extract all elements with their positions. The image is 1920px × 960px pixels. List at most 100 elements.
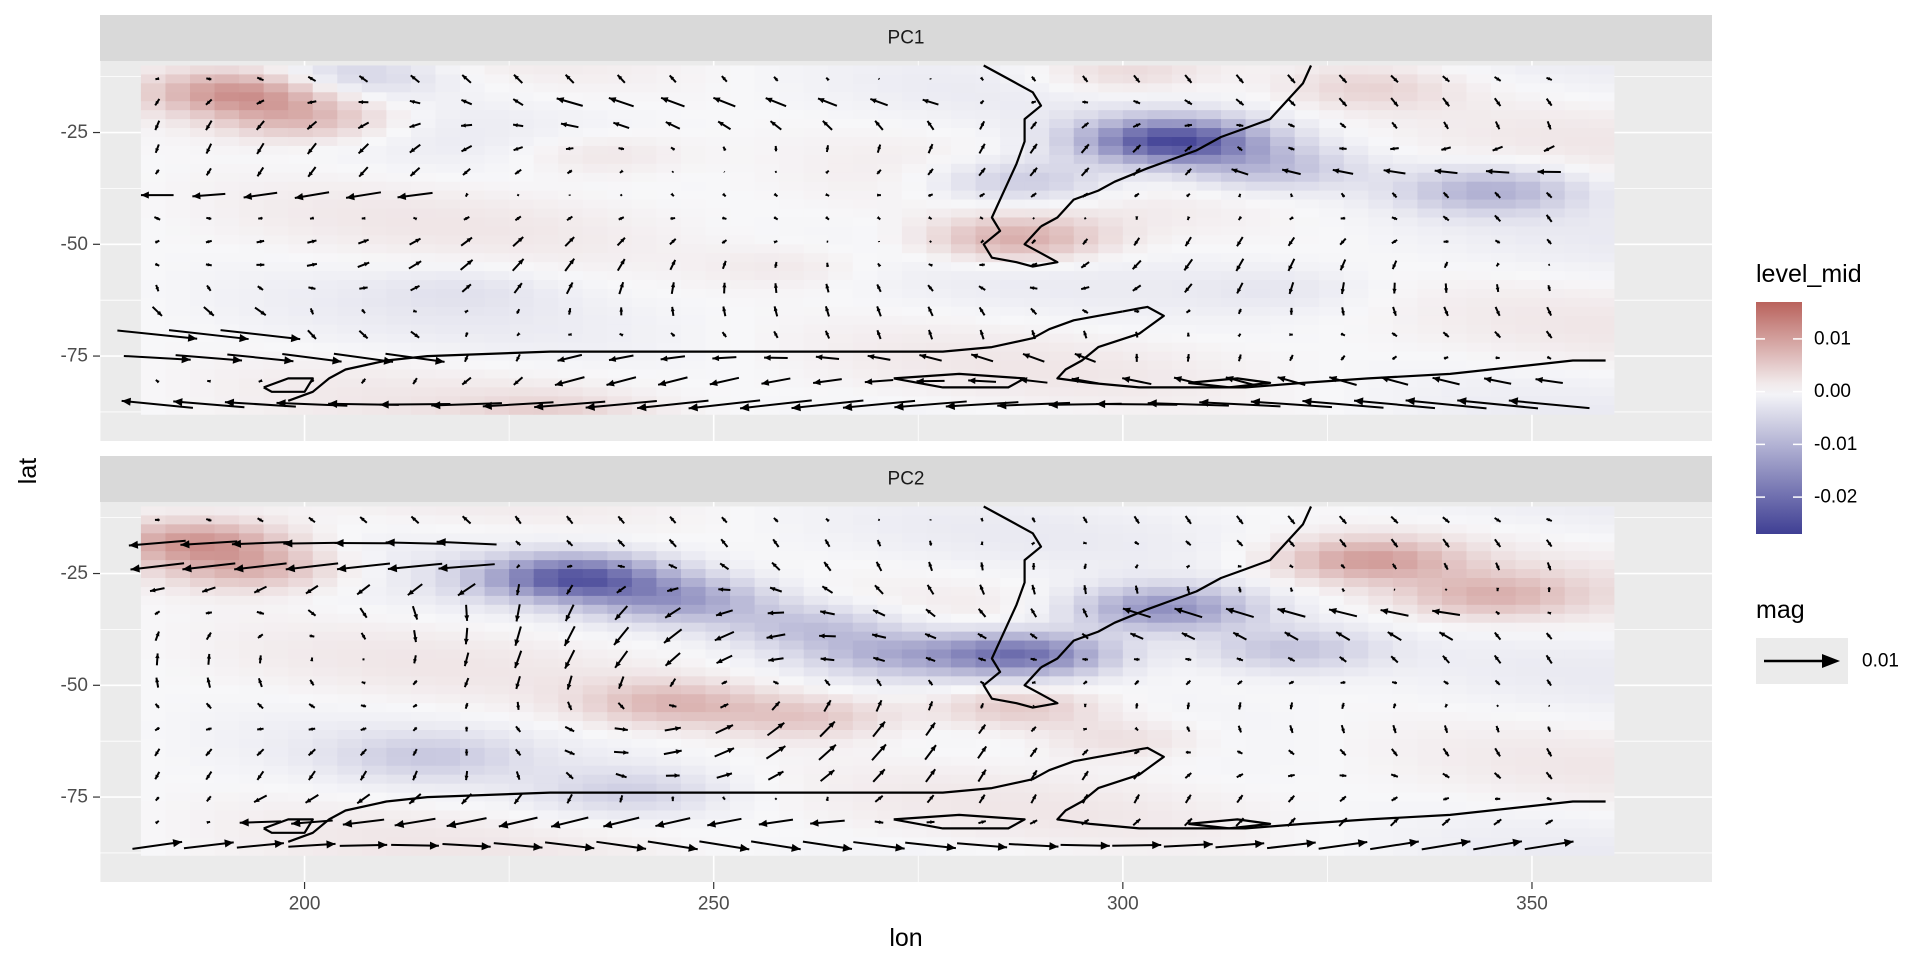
- anomaly-cell: [435, 289, 461, 299]
- anomaly-cell: [1073, 289, 1099, 299]
- anomaly-cell: [1122, 360, 1148, 371]
- anomaly-cell: [361, 810, 387, 821]
- anomaly-cell: [656, 324, 682, 335]
- anomaly-cell: [460, 208, 486, 219]
- anomaly-cell: [312, 542, 338, 552]
- anomaly-cell: [754, 542, 780, 552]
- anomaly-cell: [1196, 721, 1222, 731]
- anomaly-cell: [460, 783, 486, 794]
- wind-arrow-head: [284, 356, 294, 365]
- anomaly-cell: [1171, 506, 1198, 517]
- anomaly-cell: [680, 765, 707, 776]
- anomaly-cell: [951, 110, 977, 120]
- anomaly-cell: [214, 631, 240, 642]
- anomaly-cell: [1098, 253, 1124, 263]
- anomaly-cell: [288, 703, 314, 713]
- anomaly-cell: [558, 730, 584, 740]
- anomaly-cell: [558, 378, 584, 388]
- anomaly-cell: [1098, 208, 1124, 219]
- anomaly-cell: [337, 119, 363, 129]
- anomaly-cell: [1049, 658, 1075, 669]
- anomaly-cell: [337, 324, 363, 335]
- anomaly-cell: [901, 235, 928, 245]
- anomaly-cell: [754, 712, 780, 722]
- anomaly-cell: [1392, 235, 1419, 245]
- wind-arrow-head: [1290, 78, 1295, 83]
- anomaly-cell: [1540, 110, 1566, 120]
- anomaly-cell: [975, 190, 1001, 201]
- anomaly-cell: [1147, 846, 1173, 856]
- anomaly-cell: [435, 712, 461, 722]
- anomaly-cell: [926, 289, 952, 299]
- anomaly-cell: [975, 351, 1001, 362]
- anomaly-cell: [386, 560, 412, 570]
- anomaly-cell: [779, 819, 805, 829]
- anomaly-cell: [1589, 65, 1615, 76]
- anomaly-cell: [1073, 253, 1099, 263]
- anomaly-cell: [1000, 738, 1026, 749]
- anomaly-cell: [1319, 387, 1345, 397]
- anomaly-cell: [263, 297, 289, 308]
- anomaly-cell: [680, 622, 707, 633]
- anomaly-cell: [1098, 694, 1124, 704]
- anomaly-cell: [165, 154, 191, 165]
- anomaly-cell: [509, 110, 535, 120]
- wind-arrow-head: [722, 260, 727, 266]
- anomaly-cell: [779, 396, 805, 406]
- anomaly-cell: [410, 712, 437, 722]
- wind-arrow-head: [461, 123, 466, 128]
- anomaly-cell: [1270, 110, 1296, 120]
- anomaly-cell: [1319, 65, 1345, 76]
- anomaly-cell: [877, 226, 903, 236]
- anomaly-cell: [1171, 280, 1198, 290]
- anomaly-cell: [1368, 405, 1394, 415]
- anomaly-cell: [705, 730, 731, 740]
- anomaly-cell: [435, 199, 461, 210]
- wind-arrow-head: [1494, 215, 1500, 220]
- panel-pc2-anomaly-field: [140, 506, 1615, 856]
- anomaly-cell: [1294, 235, 1320, 245]
- anomaly-cell: [1491, 172, 1517, 183]
- anomaly-cell: [1024, 101, 1050, 111]
- anomaly-cell: [1098, 721, 1124, 731]
- anomaly-cell: [926, 756, 952, 767]
- wind-arrow-head: [670, 306, 675, 312]
- anomaly-cell: [1270, 65, 1296, 76]
- wind-arrow-head: [1238, 216, 1243, 220]
- anomaly-cell: [1319, 208, 1345, 219]
- anomaly-cell: [509, 226, 535, 236]
- wind-arrow-head: [1134, 353, 1139, 359]
- anomaly-cell: [1368, 101, 1394, 111]
- anomaly-cell: [1049, 783, 1075, 794]
- anomaly-cell: [1441, 74, 1468, 84]
- anomaly-cell: [730, 721, 756, 731]
- wind-arrow-head: [585, 402, 595, 411]
- anomaly-cell: [1564, 405, 1590, 415]
- wind-arrow-head: [409, 100, 415, 104]
- anomaly-cell: [190, 306, 216, 317]
- wind-arrow: [791, 399, 864, 410]
- anomaly-cell: [386, 217, 412, 228]
- anomaly-cell: [1024, 604, 1050, 615]
- anomaly-cell: [1171, 712, 1198, 722]
- anomaly-cell: [926, 92, 952, 102]
- anomaly-cell: [926, 560, 952, 570]
- anomaly-cell: [1147, 405, 1173, 415]
- anomaly-cell: [951, 792, 977, 803]
- anomaly-cell: [828, 83, 854, 93]
- anomaly-cell: [901, 703, 928, 713]
- wind-arrow-head: [1390, 146, 1395, 151]
- anomaly-cell: [1441, 181, 1468, 192]
- anomaly-cell: [1122, 649, 1148, 660]
- anomaly-cell: [1441, 235, 1468, 245]
- wind-arrow-head: [1132, 264, 1138, 270]
- anomaly-cell: [828, 378, 854, 388]
- anomaly-cell: [1147, 676, 1173, 686]
- anomaly-cell: [533, 685, 559, 695]
- anomaly-cell: [509, 801, 535, 812]
- anomaly-cell: [705, 515, 731, 525]
- anomaly-cell: [680, 369, 707, 380]
- anomaly-cell: [656, 333, 682, 344]
- anomaly-cell: [1515, 253, 1541, 263]
- anomaly-cell: [214, 622, 240, 633]
